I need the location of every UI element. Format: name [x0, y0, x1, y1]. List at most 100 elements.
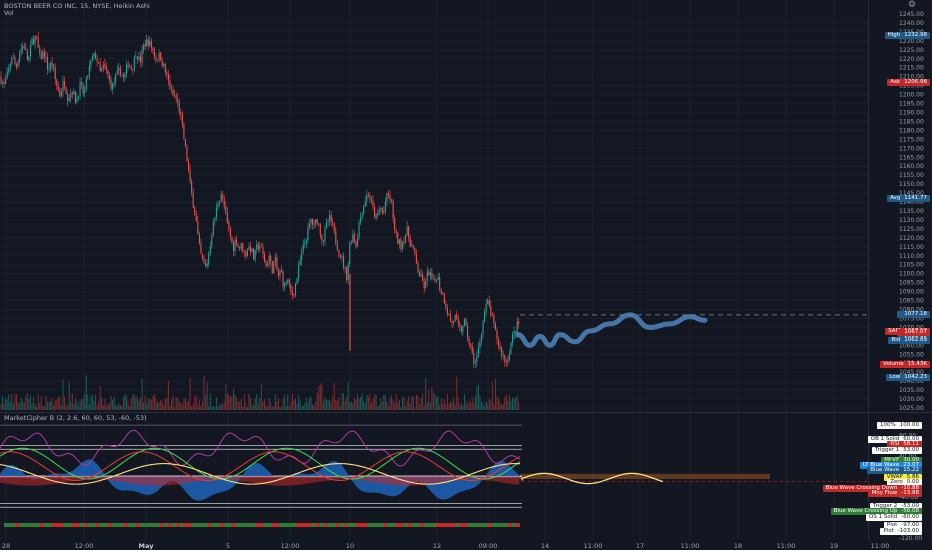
volume-bar: [271, 406, 273, 410]
volume-bar: [65, 405, 67, 410]
price-tick-label: 1055.00: [899, 351, 924, 358]
volume-bar: [243, 394, 245, 410]
candle-body: [33, 38, 35, 44]
candle-body: [288, 279, 290, 285]
signal-strip-cell: [436, 523, 440, 527]
volume-bar: [225, 383, 227, 410]
volume-bar: [57, 396, 59, 410]
volume-bar: [392, 399, 394, 410]
volume-bar: [364, 403, 366, 410]
volume-bar: [515, 397, 517, 410]
candle-body: [222, 194, 224, 198]
candle-body: [358, 222, 360, 238]
candle-body: [99, 63, 101, 72]
volume-bar: [163, 405, 165, 410]
price-axis[interactable]: 1245.001240.001235.001230.001225.001220.…: [899, 11, 924, 412]
time-tick-label: 19: [830, 542, 838, 550]
price-label-tag: Avg 1141.77: [887, 195, 930, 203]
volume-bar: [468, 400, 470, 410]
signal-strip-cell: [140, 523, 144, 527]
candle-body: [254, 250, 256, 260]
candle-body: [467, 325, 469, 339]
candle-body: [15, 64, 18, 67]
marketcipher-pane[interactable]: [0, 424, 868, 527]
price-tick-label: 1145.00: [899, 190, 924, 197]
volume-bar: [23, 402, 25, 410]
signal-strip-cell: [44, 523, 48, 527]
indicator-label-value: 23.07: [903, 462, 919, 468]
volume-bar: [161, 400, 163, 410]
candle-body: [291, 291, 293, 296]
settings-icon[interactable]: ⚙: [908, 0, 917, 10]
candle-body: [260, 245, 262, 247]
volume-bar: [428, 388, 430, 410]
candle-body: [386, 193, 388, 203]
volume-bar: [338, 397, 340, 410]
volume-bar: [189, 377, 191, 410]
volume-bar: [91, 394, 93, 410]
volume-bar: [454, 404, 456, 410]
candle-body: [415, 253, 417, 264]
candle-body: [494, 323, 496, 330]
symbol-title[interactable]: BOSTON BEER CO INC, 15, NYSE, Heikin Ash…: [4, 2, 150, 10]
time-axis[interactable]: 28 12:00 May 5 12:00 10 12 09:00 14 11:00 17 11:00 1…: [2, 542, 890, 550]
indicator-label-tag: Mf-VF 30.00: [881, 457, 922, 464]
candle-body: [96, 58, 98, 62]
volume-bar: [440, 397, 442, 410]
candle-body: [243, 251, 245, 252]
volume-bar: [64, 396, 66, 410]
volume-bar: [188, 400, 190, 410]
volume-bar: [268, 397, 270, 410]
volume-bar: [462, 405, 464, 410]
candle-body: [498, 339, 500, 346]
volume-bar: [321, 383, 323, 410]
indicator-label-value: 30.00: [903, 457, 919, 463]
candle-body: [19, 53, 21, 62]
candle-body: [366, 194, 368, 202]
price-label-value: 1062.89: [904, 336, 927, 343]
candle-body: [153, 50, 155, 57]
indicator-label-tag: 100% 100.00: [877, 422, 922, 429]
signal-strip-cell: [144, 523, 148, 527]
price-tick-label: 1135.00: [899, 208, 924, 215]
indicator-tick-label: 40.00: [899, 453, 916, 460]
signal-strip-cell: [204, 523, 208, 527]
indicator-tick-label: -120.00: [899, 535, 922, 542]
volume-bar: [195, 395, 197, 410]
indicator-legend[interactable]: MarketCipher B (2, 2.6, 60, 60, 53, -60,…: [4, 414, 147, 422]
price-label-tag: Ask 1206.98: [887, 78, 930, 86]
volume-bar: [229, 396, 231, 410]
candle-body: [389, 194, 391, 200]
signal-strip-cell: [24, 523, 28, 527]
signal-strip-cell: [468, 523, 472, 527]
volume-bar: [122, 396, 124, 410]
candle-body: [3, 82, 5, 84]
volume-bar: [484, 406, 486, 410]
candle-body: [167, 74, 169, 81]
candle-body: [329, 215, 331, 222]
indicator-label-tag: Trigger 1 53.00: [872, 447, 922, 454]
signal-strip-cell: [268, 523, 272, 527]
forecast-wave: [515, 312, 708, 348]
volume-legend[interactable]: Vol: [4, 9, 14, 17]
volume-bar: [333, 383, 335, 410]
signal-strip-cell: [116, 523, 120, 527]
price-candles[interactable]: [0, 31, 520, 369]
candle-body: [23, 46, 25, 48]
signal-strip-cell: [504, 523, 508, 527]
volume-bar: [68, 382, 70, 410]
volume-bar: [384, 395, 386, 410]
signal-strip-cell: [52, 523, 56, 527]
candle-body: [188, 161, 190, 170]
volume-bar: [296, 403, 298, 410]
signal-strip-cell: [228, 523, 232, 527]
volume-bar: [448, 404, 450, 410]
volume-bar: [45, 396, 47, 410]
candle-body: [360, 217, 362, 223]
candle-body: [104, 64, 106, 67]
candle-body: [129, 66, 131, 68]
indicator-label-name: Plot: [883, 528, 894, 534]
volume-bar: [304, 403, 306, 410]
volume-bar: [138, 400, 140, 410]
